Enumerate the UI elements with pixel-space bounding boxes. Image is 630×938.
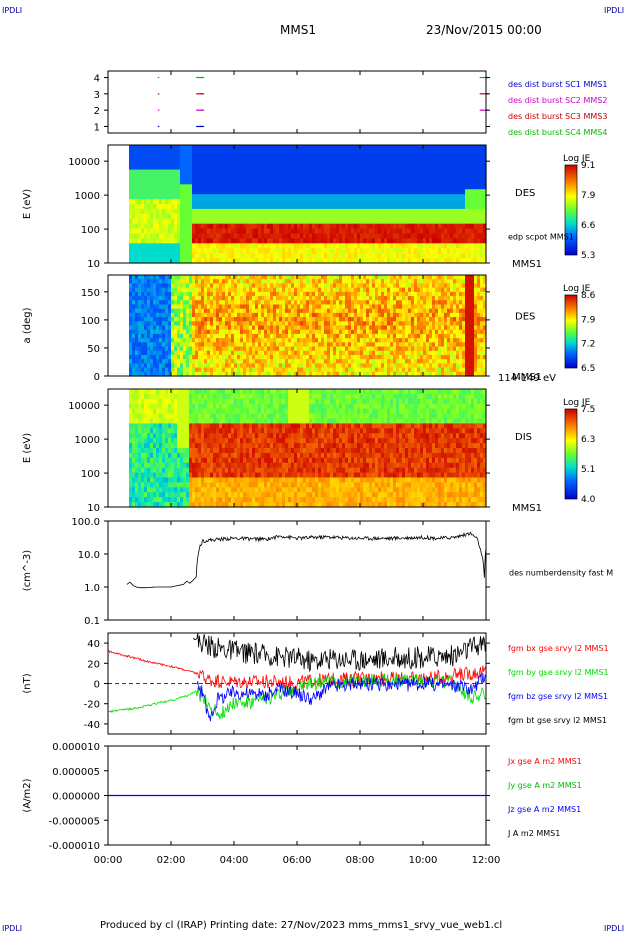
y-tick-label: 3: [94, 90, 100, 101]
burst-legend-label: des dist burst SC3 MMS3: [508, 112, 607, 121]
panel-frame: [108, 71, 486, 133]
y-tick-label: 100: [81, 225, 100, 236]
overlay-label: edp scpot MMS1: [508, 232, 574, 241]
colorbar-tick-label: 6.6: [581, 221, 596, 231]
colorbar-tick-label: 5.3: [581, 251, 595, 261]
burst-legend-label: des dist burst SC2 MMS2: [508, 96, 607, 105]
y-tick-label: 10: [87, 259, 100, 270]
y-tick-label: 1000: [75, 191, 100, 202]
colorbar-tick-label: 9.1: [581, 161, 595, 171]
header-spacecraft: MMS1: [280, 23, 316, 37]
corner-label-br: IPDLI: [604, 924, 624, 933]
colorbar-tick-label: 7.9: [581, 191, 596, 201]
panel-spacecraft-label: MMS1: [512, 259, 542, 270]
header-datetime: 23/Nov/2015 00:00: [426, 23, 542, 37]
burst-legend-label: des dist burst SC1 MMS1: [508, 80, 607, 89]
colorbar: [565, 165, 577, 255]
panel-instrument-label: DES: [515, 188, 535, 199]
y-tick-label: 2: [94, 106, 100, 117]
y-tick-label: 4: [94, 74, 100, 85]
y-tick-label: 10000: [68, 157, 100, 168]
footer-text: Produced by cl (IRAP) Printing date: 27/…: [100, 920, 502, 931]
y-tick-label: 1: [94, 122, 100, 133]
corner-label-bl: IPDLI: [2, 924, 22, 933]
y-axis-label: E (eV): [22, 189, 33, 219]
burst-legend-label: des dist burst SC4 MMS4: [508, 128, 607, 137]
corner-label-tl: IPDLI: [2, 6, 22, 15]
corner-label-tr: IPDLI: [604, 6, 624, 15]
